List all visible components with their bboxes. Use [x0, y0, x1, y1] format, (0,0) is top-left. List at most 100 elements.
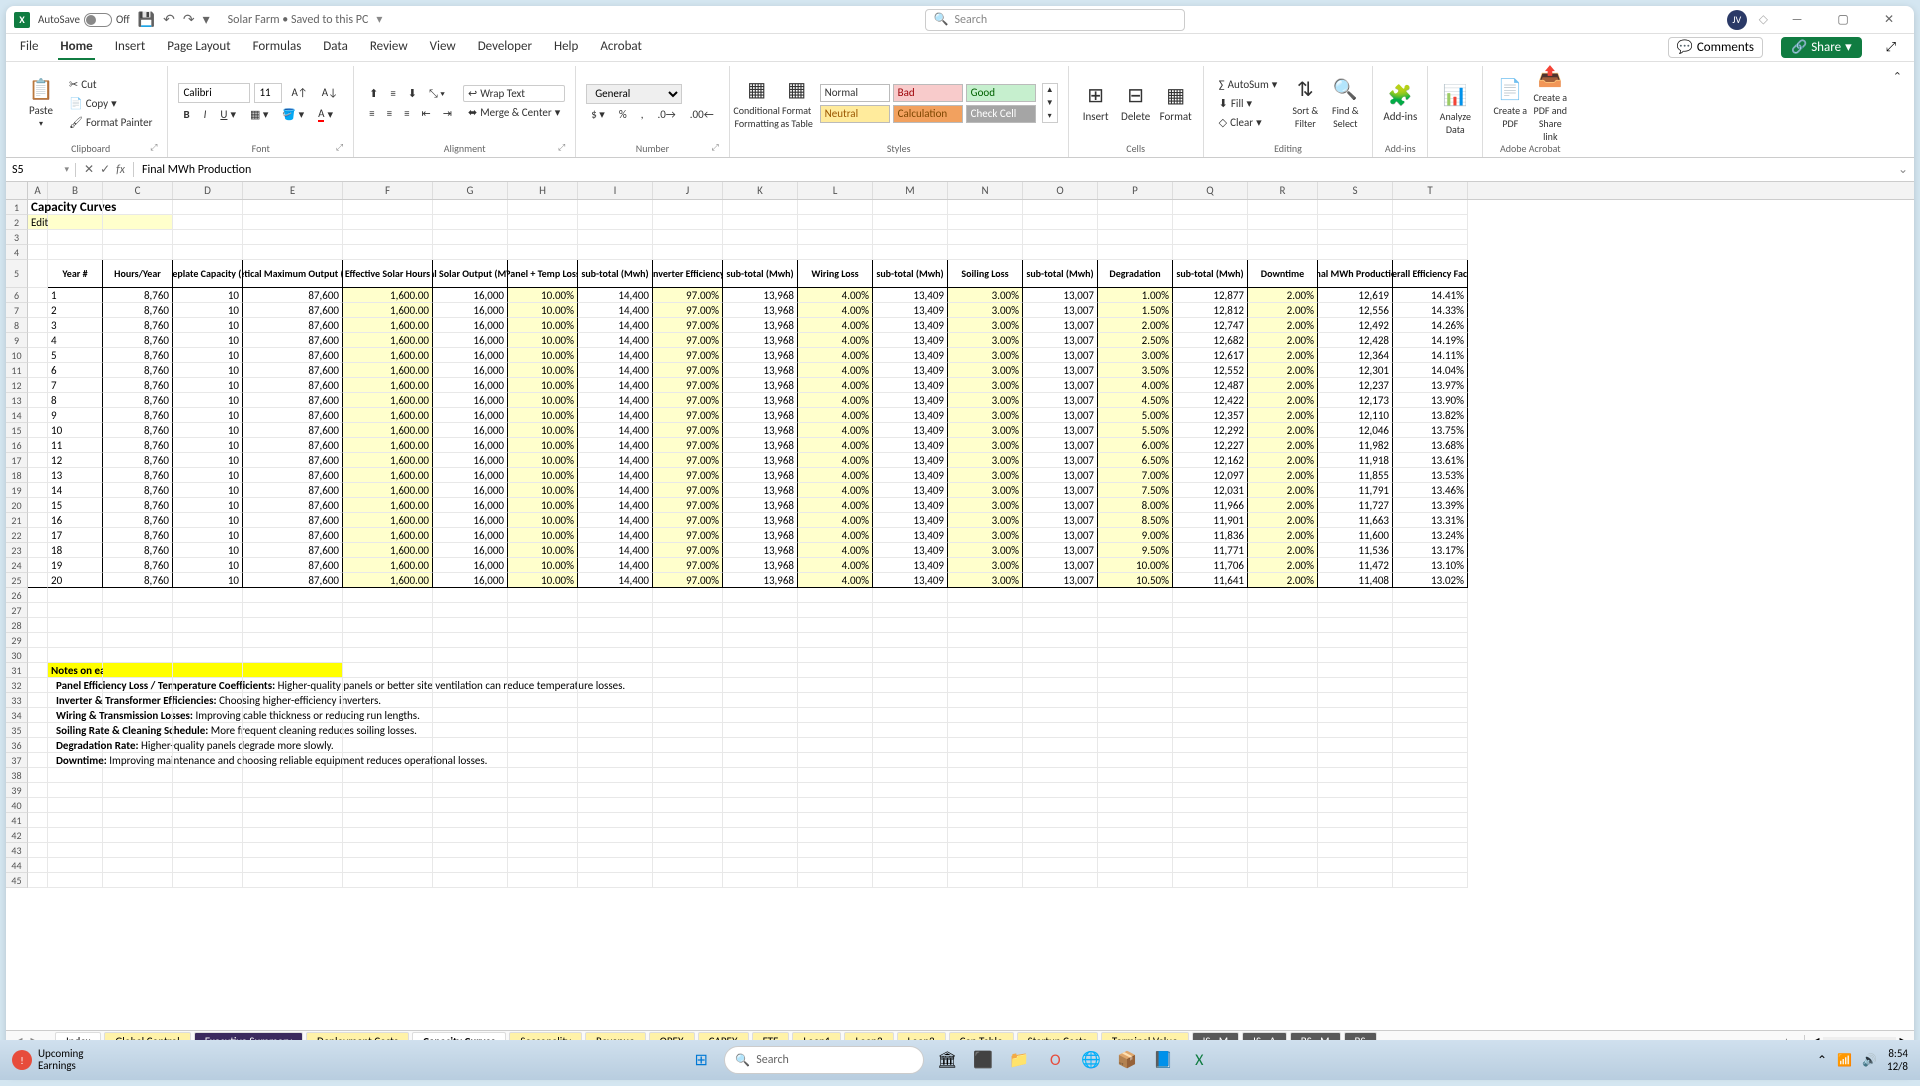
cell[interactable]	[28, 753, 48, 768]
cell[interactable]: 11,706	[1173, 558, 1248, 573]
cell[interactable]	[28, 843, 48, 858]
cell[interactable]: 2.00%	[1248, 558, 1318, 573]
cell[interactable]	[28, 573, 48, 588]
cell[interactable]	[343, 753, 433, 768]
cell[interactable]	[1023, 753, 1098, 768]
cell[interactable]	[578, 230, 653, 245]
cell[interactable]	[48, 843, 103, 858]
cell[interactable]: 13,968	[723, 528, 798, 543]
cell[interactable]: 87,600	[243, 513, 343, 528]
cell[interactable]	[28, 663, 48, 678]
cell[interactable]	[948, 678, 1023, 693]
row-header[interactable]: 24	[6, 558, 28, 573]
tb-opera-icon[interactable]: O	[1042, 1047, 1068, 1073]
cell[interactable]	[433, 693, 508, 708]
menu-tab-help[interactable]: Help	[552, 35, 580, 60]
cell[interactable]	[948, 588, 1023, 603]
col-header-D[interactable]: D	[173, 182, 243, 199]
cell[interactable]: 13,968	[723, 363, 798, 378]
cell[interactable]: 13.39%	[1393, 498, 1468, 513]
cell[interactable]: 11,918	[1318, 453, 1393, 468]
cell[interactable]: 10	[173, 468, 243, 483]
paste-button[interactable]: 📋 Paste ▾	[24, 82, 58, 124]
cell[interactable]	[1393, 693, 1468, 708]
cell[interactable]: 10	[173, 393, 243, 408]
cell[interactable]: 10.00%	[508, 468, 578, 483]
cell[interactable]: 10.00%	[508, 573, 578, 588]
cell[interactable]	[103, 678, 173, 693]
row-header[interactable]: 11	[6, 363, 28, 378]
cell[interactable]: 16,000	[433, 483, 508, 498]
cell[interactable]	[508, 753, 578, 768]
row-header[interactable]: 17	[6, 453, 28, 468]
cell[interactable]	[873, 783, 948, 798]
cell[interactable]	[653, 663, 723, 678]
cell[interactable]: 1,600.00	[343, 513, 433, 528]
cell[interactable]: Capacity Curves	[28, 200, 48, 215]
autosum-button[interactable]: ∑ AutoSum ▾	[1214, 76, 1283, 93]
cell[interactable]: 16	[48, 513, 103, 528]
cell[interactable]: 10	[173, 543, 243, 558]
cell[interactable]: 12,552	[1173, 363, 1248, 378]
col-header-F[interactable]: F	[343, 182, 433, 199]
cell[interactable]: 16,000	[433, 558, 508, 573]
cell[interactable]: 16,000	[433, 348, 508, 363]
cell[interactable]: 13,409	[873, 543, 948, 558]
cell[interactable]	[1248, 738, 1318, 753]
row-header[interactable]: 37	[6, 753, 28, 768]
cell[interactable]	[343, 828, 433, 843]
cell[interactable]: 4.00%	[798, 348, 873, 363]
cell[interactable]: 14,400	[578, 423, 653, 438]
enter-formula-icon[interactable]: ✓	[100, 162, 110, 177]
cell[interactable]	[243, 230, 343, 245]
cell[interactable]: 2	[48, 303, 103, 318]
cell[interactable]: 10.50%	[1098, 573, 1173, 588]
cell[interactable]	[343, 678, 433, 693]
cell[interactable]	[28, 245, 48, 260]
cell[interactable]: 8,760	[103, 288, 173, 303]
expand-formula-bar-icon[interactable]: ⌄	[1892, 162, 1914, 177]
cell[interactable]: 13,007	[1023, 543, 1098, 558]
cell[interactable]	[798, 663, 873, 678]
col-header-J[interactable]: J	[653, 182, 723, 199]
cell[interactable]: 10.00%	[508, 363, 578, 378]
col-header-O[interactable]: O	[1023, 182, 1098, 199]
cell[interactable]: 16,000	[433, 468, 508, 483]
cell[interactable]: 10.00%	[508, 423, 578, 438]
row-header[interactable]: 25	[6, 573, 28, 588]
cell[interactable]: 1,600.00	[343, 318, 433, 333]
row-header[interactable]: 19	[6, 483, 28, 498]
cell[interactable]	[1393, 783, 1468, 798]
cell[interactable]: 10.00%	[508, 393, 578, 408]
cell[interactable]	[948, 663, 1023, 678]
cell[interactable]: 10	[173, 483, 243, 498]
cell[interactable]: 13,409	[873, 408, 948, 423]
cell[interactable]: 14,400	[578, 543, 653, 558]
cell[interactable]: 13,409	[873, 468, 948, 483]
merge-center-button[interactable]: ⬌Merge & Center ▾	[463, 104, 565, 121]
cell[interactable]: 12,364	[1318, 348, 1393, 363]
cell[interactable]	[1023, 215, 1098, 230]
cell[interactable]: 14.04%	[1393, 363, 1468, 378]
cell[interactable]: 13,007	[1023, 303, 1098, 318]
cell[interactable]: 12,357	[1173, 408, 1248, 423]
font-color-button[interactable]: A ▾	[313, 105, 338, 124]
cell[interactable]	[28, 768, 48, 783]
cell[interactable]	[723, 858, 798, 873]
cell[interactable]	[653, 843, 723, 858]
cell[interactable]	[1393, 873, 1468, 888]
cell[interactable]: 3.00%	[948, 543, 1023, 558]
cell[interactable]: 87,600	[243, 393, 343, 408]
cell[interactable]	[508, 618, 578, 633]
row-header[interactable]: 43	[6, 843, 28, 858]
cell[interactable]: 97.00%	[653, 483, 723, 498]
cell[interactable]	[433, 618, 508, 633]
cell[interactable]	[28, 260, 48, 288]
row-header[interactable]: 36	[6, 738, 28, 753]
cell[interactable]	[1023, 618, 1098, 633]
cell[interactable]	[798, 708, 873, 723]
cell[interactable]	[1248, 843, 1318, 858]
table-header[interactable]: Nameplate Capacity (MW)	[173, 260, 243, 288]
cell[interactable]	[173, 708, 243, 723]
cell[interactable]: 18	[48, 543, 103, 558]
